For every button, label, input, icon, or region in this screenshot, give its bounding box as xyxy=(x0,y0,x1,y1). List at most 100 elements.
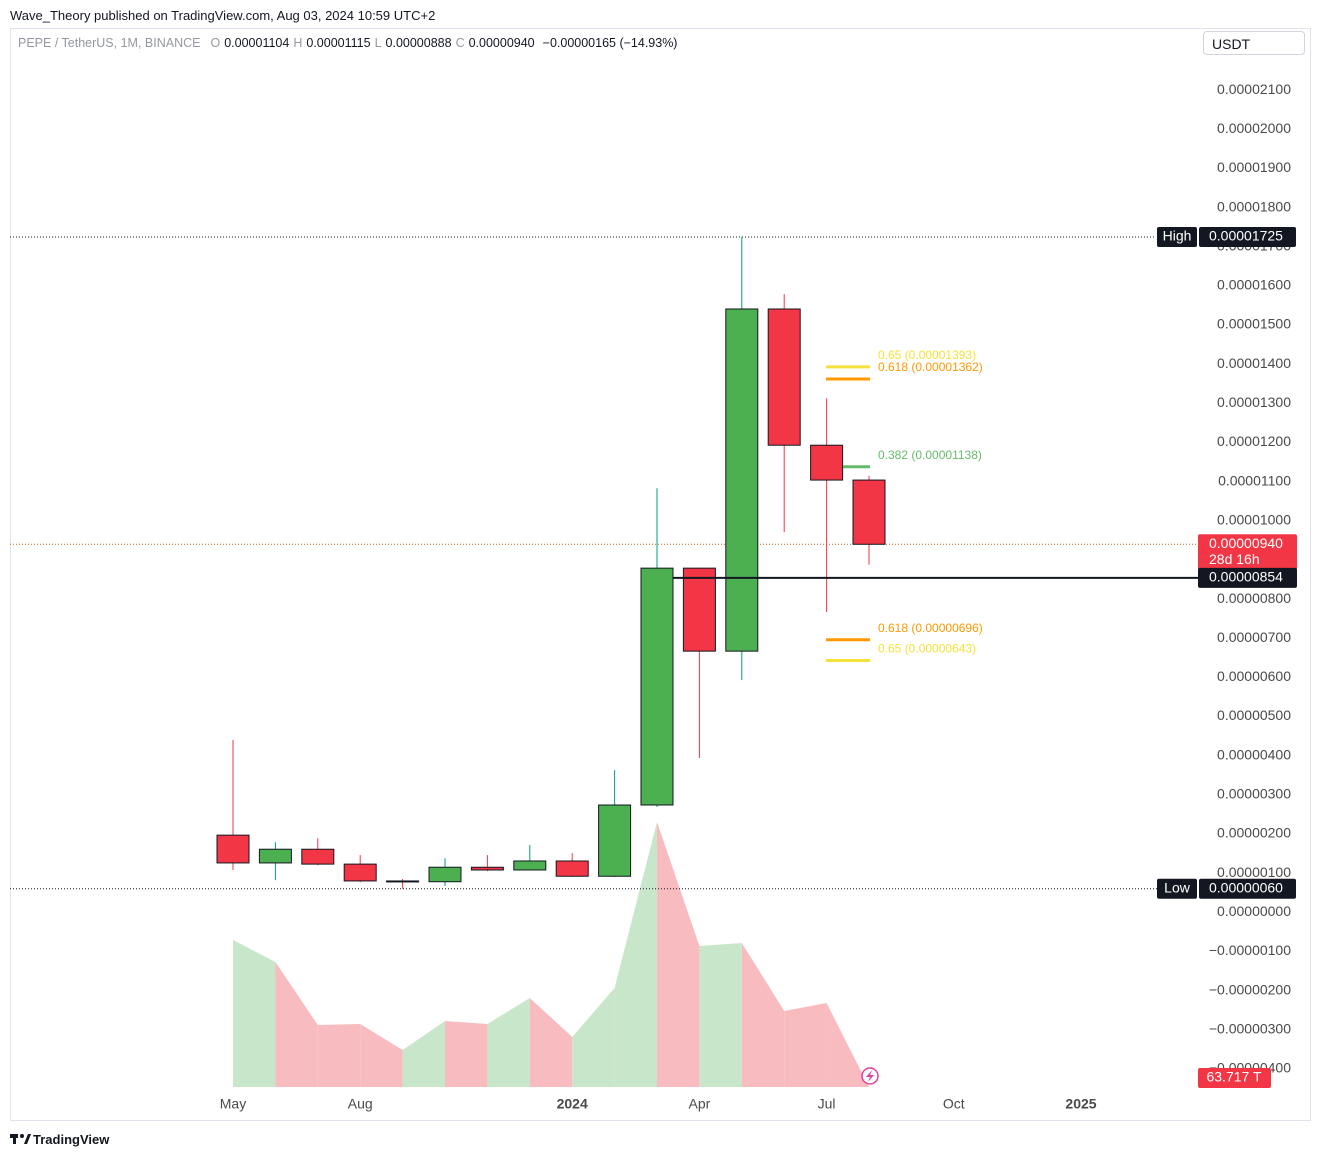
x-tick-label: Aug xyxy=(348,1096,373,1112)
extreme-value: 0.00000060 xyxy=(1209,879,1283,895)
extreme-value-box xyxy=(1199,226,1296,247)
last-price: 0.00000940 xyxy=(1209,535,1283,551)
indicator-area xyxy=(275,962,318,1087)
extreme-tag xyxy=(1157,878,1197,899)
y-tick-label: 0.00000200 xyxy=(1217,825,1291,841)
ohlc-key: H xyxy=(293,36,303,50)
ohlc-value: 0.00000940 xyxy=(468,36,535,50)
indicator-area xyxy=(360,1024,403,1087)
y-tick-label: −0.00000300 xyxy=(1209,1020,1291,1036)
alert-bolt xyxy=(866,1070,874,1082)
ohlc-key: L xyxy=(374,36,382,50)
extreme-name: Low xyxy=(1164,879,1191,895)
candle-body xyxy=(810,444,844,481)
legend: PEPE / TetherUS, 1M, BINANCE O 0.00001104… xyxy=(18,36,677,50)
indicator-area xyxy=(445,1021,488,1087)
extreme-value: 0.00001725 xyxy=(1209,228,1283,244)
y-tick-label: −0.00000100 xyxy=(1209,942,1291,958)
fib-label: 0.618 (0.00000696) xyxy=(878,621,983,635)
candle-body xyxy=(852,479,886,545)
indicator-area xyxy=(657,822,700,1087)
candle-body xyxy=(386,880,420,883)
y-tick-label: 0.00000600 xyxy=(1217,668,1291,684)
indicator-area xyxy=(402,1021,445,1087)
indicator-area xyxy=(487,998,530,1087)
x-tick-label: May xyxy=(220,1096,246,1112)
y-tick-label: 0.00000400 xyxy=(1217,746,1291,762)
candle-body xyxy=(555,860,589,877)
candle-body xyxy=(258,848,292,864)
y-tick-label: 0.00000500 xyxy=(1217,707,1291,723)
symbol: PEPE / TetherUS, 1M, BINANCE xyxy=(18,36,201,50)
level-box xyxy=(1198,567,1297,588)
fib-label: 0.382 (0.00001138) xyxy=(878,448,982,462)
fib-label: 0.65 (0.00000643) xyxy=(878,642,976,656)
y-tick-label: 0.00000800 xyxy=(1217,590,1291,606)
extreme-name: High xyxy=(1163,228,1192,244)
candle-body xyxy=(428,866,462,883)
fib-label: 0.618 (0.00001362) xyxy=(878,360,983,374)
y-tick-label: 0.00001000 xyxy=(1217,511,1291,527)
extreme-value-box xyxy=(1199,878,1296,899)
indicator-area xyxy=(614,822,657,1087)
y-tick-label: 0.00000100 xyxy=(1217,864,1291,880)
y-tick-label: 0.00001600 xyxy=(1217,277,1291,293)
y-tick-label: 0.00002000 xyxy=(1217,120,1291,136)
candle-body xyxy=(343,863,377,882)
x-tick-label: Apr xyxy=(689,1096,711,1112)
extreme-tag xyxy=(1157,226,1197,247)
y-tick-label: 0.00001800 xyxy=(1217,198,1291,214)
y-tick-label: 0.00002100 xyxy=(1217,81,1291,97)
y-tick-label: 0.00001400 xyxy=(1217,355,1291,371)
y-tick-label: 0.00000300 xyxy=(1217,786,1291,802)
x-tick-label: Jul xyxy=(818,1096,836,1112)
ohlc-key: O xyxy=(210,36,221,50)
indicator-area xyxy=(741,943,785,1087)
indicator-area xyxy=(233,940,276,1087)
x-tick-label: 2025 xyxy=(1065,1096,1096,1112)
tv-logo xyxy=(10,1134,31,1144)
ohlc-value: 0.00001115 xyxy=(306,36,371,50)
candle-body xyxy=(767,308,801,446)
indicator-area xyxy=(784,1003,827,1087)
y-tick-label: 0.00001200 xyxy=(1217,433,1291,449)
candle-body xyxy=(470,866,504,871)
y-tick-label: 0.00000700 xyxy=(1217,629,1291,645)
publish-header: Wave_Theory published on TradingView.com… xyxy=(10,8,436,23)
x-tick-label: 2024 xyxy=(557,1096,588,1112)
y-tick-label: 0.00001900 xyxy=(1217,159,1291,175)
candle-body xyxy=(513,860,547,871)
footer-brand: TradingView xyxy=(33,1132,110,1147)
candle-body xyxy=(598,804,632,877)
indicator-area xyxy=(572,988,615,1087)
y-tick-label: 0.00001100 xyxy=(1218,472,1291,488)
candle-body xyxy=(301,848,335,865)
ohlc-value: 0.00001104 xyxy=(224,36,290,50)
candle-body xyxy=(725,308,759,652)
y-tick-label: 0.00001500 xyxy=(1217,316,1291,332)
indicator-value: 63.717 T xyxy=(1206,1069,1261,1085)
candle-body xyxy=(682,567,716,652)
indicator-area xyxy=(699,943,742,1087)
indicator-area xyxy=(826,1003,869,1087)
fib-label: 0.65 (0.00001393) xyxy=(878,348,976,362)
change: −0.00000165 (−14.93%) xyxy=(542,36,678,50)
indicator-area xyxy=(317,1024,361,1087)
level-value: 0.00000854 xyxy=(1209,569,1283,585)
ohlc-value: 0.00000888 xyxy=(385,36,452,50)
y-tick-label: −0.00000200 xyxy=(1209,981,1291,997)
y-tick-label: 0.00000000 xyxy=(1217,903,1291,919)
ohlc-key: C xyxy=(455,36,465,50)
indicator-box xyxy=(1198,1068,1271,1088)
indicator-area xyxy=(529,998,573,1087)
currency-button[interactable]: USDT xyxy=(1203,31,1305,55)
candle-body xyxy=(216,834,250,864)
candle-body xyxy=(640,567,674,806)
y-tick-label: 0.00001300 xyxy=(1217,394,1291,410)
x-tick-label: Oct xyxy=(943,1096,965,1112)
countdown: 28d 16h xyxy=(1209,551,1260,567)
last-price-box xyxy=(1198,534,1297,571)
chart-frame xyxy=(10,28,1311,1121)
